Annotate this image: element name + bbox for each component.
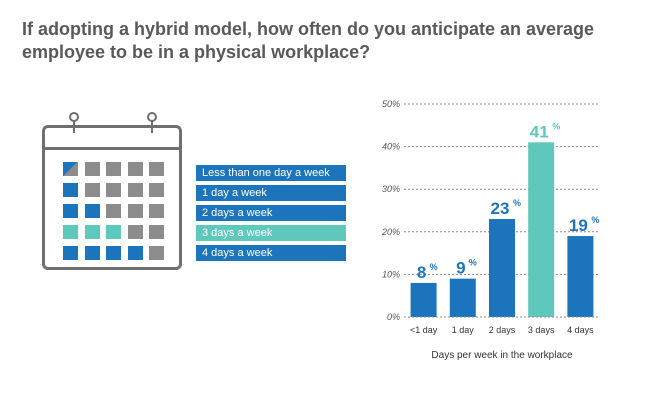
x-tick-label: 1 day: [452, 325, 475, 335]
calendar-cell: [63, 162, 78, 176]
calendar-cell: [127, 225, 143, 239]
calendar-cell: [84, 204, 100, 218]
y-tick-label: 50%: [382, 99, 400, 109]
legend-item-3-days: 3 days a week: [196, 225, 346, 241]
x-tick-label: <1 day: [410, 325, 438, 335]
calendar-cell: [127, 162, 143, 176]
calendar-cell: [127, 246, 143, 260]
bar: [528, 142, 555, 317]
bar: [489, 219, 515, 317]
legend-item-1-day: 1 day a week: [196, 185, 346, 201]
calendar-cell: [84, 246, 100, 260]
value-label: 19: [569, 216, 588, 235]
title-line-1: If adopting a hybrid model, how often do…: [22, 19, 595, 39]
x-tick-label: 2 days: [489, 325, 516, 335]
y-tick-label: 40%: [382, 142, 400, 152]
title-line-2: employee to be in a physical workplace?: [22, 42, 371, 62]
value-label: 23: [491, 199, 510, 218]
bar: [410, 282, 437, 317]
calendar-cell: [127, 183, 143, 197]
bar: [449, 278, 476, 317]
calendar-header-line: [45, 147, 179, 150]
value-label: 41: [530, 122, 549, 141]
calendar-cell: [149, 225, 164, 239]
value-label-percent: %: [552, 121, 560, 131]
calendar-cell: [149, 183, 164, 197]
value-label-percent: %: [430, 262, 438, 272]
x-tick-label: 3 days: [528, 325, 555, 335]
chart-title: If adopting a hybrid model, how often do…: [22, 18, 642, 64]
calendar-cell: [106, 162, 121, 176]
calendar-cell: [63, 225, 78, 239]
calendar-cell: [149, 162, 164, 176]
calendar-ring-right: [147, 112, 157, 134]
calendar-cell: [84, 225, 100, 239]
calendar-cell: [106, 246, 121, 260]
calendar-cell: [63, 204, 78, 218]
bar: [567, 236, 594, 317]
calendar-cell: [149, 246, 164, 260]
calendar-cell: [106, 204, 121, 218]
y-tick-label: 30%: [382, 184, 400, 194]
calendar-cell: [149, 204, 164, 218]
calendar-cell: [106, 183, 121, 197]
y-tick-label: 0%: [387, 312, 400, 322]
y-tick-label: 10%: [382, 269, 400, 279]
legend-item-2-days: 2 days a week: [196, 205, 346, 221]
y-tick-label: 20%: [381, 227, 400, 237]
calendar-cell: [84, 162, 100, 176]
x-axis-label: Days per week in the workplace: [431, 350, 573, 361]
calendar-icon: [42, 112, 182, 270]
calendar-cell: [106, 225, 121, 239]
legend-item-4-days: 4 days a week: [196, 245, 346, 261]
calendar-ring-left: [69, 112, 79, 134]
value-label: 8: [417, 263, 426, 282]
value-label: 9: [456, 259, 465, 278]
calendar-cell: [63, 246, 78, 260]
legend-item-less-than-one-day: Less than one day a week: [196, 165, 346, 181]
value-label-percent: %: [513, 198, 521, 208]
calendar-cell: [84, 183, 100, 197]
calendar-cell: [63, 183, 78, 197]
x-tick-label: 4 days: [567, 325, 594, 335]
calendar-cell: [127, 204, 143, 218]
value-label-percent: %: [591, 215, 599, 225]
value-label-percent: %: [469, 258, 477, 268]
